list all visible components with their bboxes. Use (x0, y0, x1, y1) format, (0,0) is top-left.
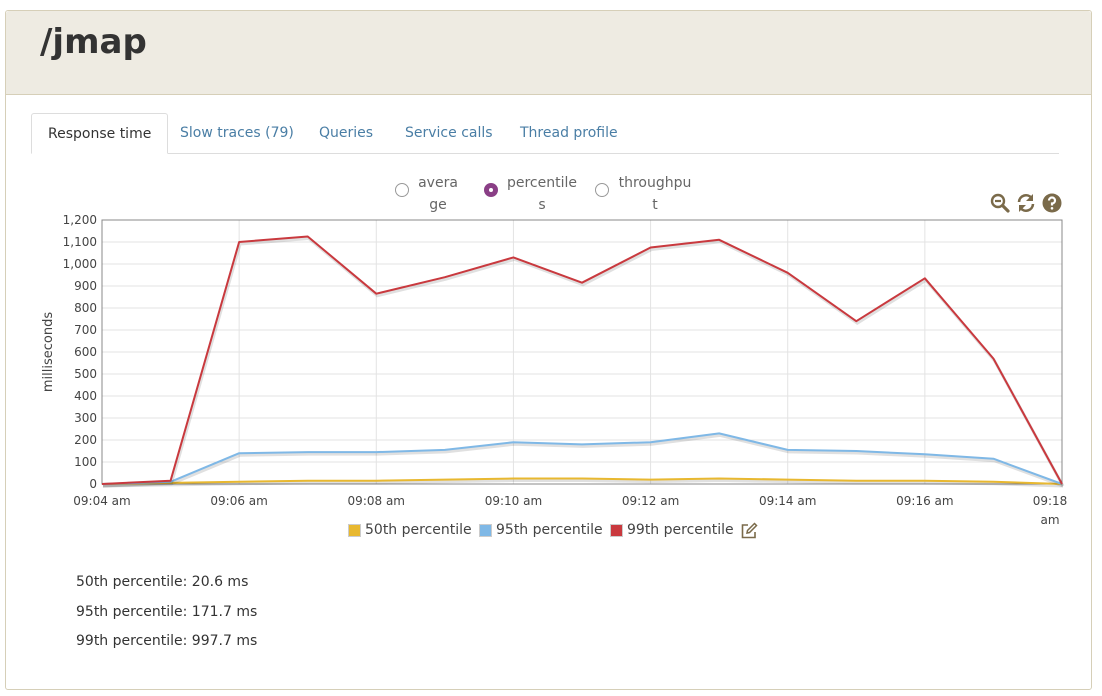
legend-label-99th: 99th percentile (627, 522, 734, 538)
legend-swatch-50th (348, 524, 361, 537)
radio-average-circle[interactable] (395, 183, 409, 197)
radio-average-label: average (418, 175, 458, 213)
refresh-icon[interactable] (1016, 193, 1036, 213)
legend-swatch-99th (610, 524, 623, 537)
page-title: /jmap (40, 22, 147, 62)
radio-percentiles-label: percentiles (506, 175, 577, 213)
tab-thread-profile[interactable]: Thread profile (520, 125, 618, 141)
tab-service-calls[interactable]: Service calls (405, 125, 493, 141)
tab-bar: Response time Slow traces (79) Queries S… (31, 113, 1059, 154)
tab-queries[interactable]: Queries (319, 125, 374, 141)
radio-throughput-circle[interactable] (595, 183, 609, 197)
edit-icon[interactable] (740, 522, 758, 540)
help-icon[interactable] (1042, 193, 1062, 213)
tab-slow-traces[interactable]: Slow traces (79) (180, 125, 294, 141)
zoom-out-icon[interactable] (990, 193, 1010, 213)
legend-swatch-95th (479, 524, 492, 537)
tab-response-time[interactable]: Response time (31, 113, 169, 154)
radio-throughput-label: throughput (618, 175, 692, 213)
panel-header (6, 11, 1091, 95)
radio-percentiles-circle[interactable] (484, 183, 498, 197)
legend-label-50th: 50th percentile (365, 522, 472, 538)
stat-95th: 95th percentile: 171.7 ms (76, 604, 258, 620)
stat-50th: 50th percentile: 20.6 ms (76, 574, 249, 590)
legend-label-95th: 95th percentile (496, 522, 603, 538)
stat-99th: 99th percentile: 997.7 ms (76, 633, 258, 649)
